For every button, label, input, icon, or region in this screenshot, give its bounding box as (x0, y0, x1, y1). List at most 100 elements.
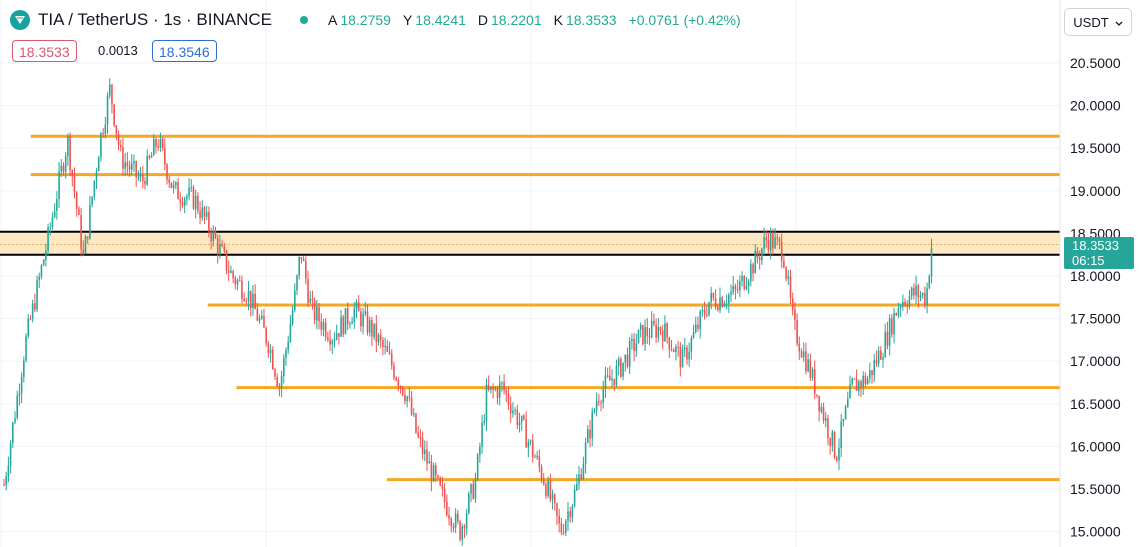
candle-body (523, 415, 525, 420)
y-tick-label: 20.0000 (1070, 98, 1121, 114)
currency-selector[interactable]: USDT (1064, 8, 1132, 36)
candle-body (58, 171, 60, 200)
candle-body (379, 335, 382, 340)
sell-price-button[interactable]: 18.3533 (12, 40, 77, 62)
candle-body (714, 297, 717, 308)
candle-body (688, 351, 690, 360)
candle-body (891, 318, 893, 335)
candle-body (800, 351, 803, 358)
candle-body (743, 276, 746, 289)
candle-body (459, 521, 461, 540)
candle-body (84, 236, 87, 254)
candle-body (862, 375, 865, 388)
candlestick-series (3, 78, 933, 546)
y-tick-label: 16.5000 (1070, 396, 1121, 412)
candle-body (655, 324, 657, 338)
candle-body (344, 308, 347, 335)
candle-body (906, 305, 909, 307)
candle-body (135, 161, 137, 177)
candle-body (710, 292, 712, 302)
candle-body (827, 418, 829, 438)
candle-body (164, 147, 166, 165)
candle-body (23, 360, 25, 377)
candle-body (56, 199, 58, 211)
y-tick-label: 15.5000 (1070, 481, 1121, 497)
candle-body (509, 404, 512, 414)
candle-body (637, 329, 640, 344)
candle-body (183, 198, 186, 206)
candle-body (483, 421, 486, 423)
candle-body (351, 321, 353, 324)
candle-body (386, 345, 389, 352)
candle-body (278, 386, 281, 388)
candle-body (115, 125, 118, 135)
candle-body (736, 289, 739, 291)
candle-body (282, 357, 285, 376)
candle-body (888, 318, 891, 346)
candle-body (45, 250, 47, 261)
candle-body (49, 226, 52, 228)
candle-body (802, 351, 805, 358)
candle-body (507, 393, 510, 405)
candle-body (908, 296, 911, 307)
candle-body (256, 309, 259, 321)
candle-body (584, 442, 587, 464)
bar-countdown: 06:15 (1072, 253, 1105, 268)
candle-body (285, 349, 287, 358)
candle-body (538, 456, 541, 467)
candle-body (701, 309, 704, 312)
candle-body (739, 281, 741, 291)
candle-body (580, 474, 583, 480)
candle-body (122, 147, 124, 169)
candle-body (613, 378, 616, 386)
candle-body (556, 503, 558, 517)
ohlc-value: 18.2759 (340, 12, 391, 28)
candle-body (816, 394, 818, 396)
candle-body (886, 331, 889, 346)
candle-body (390, 353, 393, 366)
candle-body (611, 378, 613, 381)
candle-body (353, 309, 356, 322)
candle-body (897, 307, 900, 316)
candle-body (80, 215, 82, 250)
candle-body (639, 324, 642, 330)
candle-body (141, 174, 144, 181)
candle-body (820, 407, 823, 412)
candle-body (86, 236, 89, 239)
symbol-title[interactable]: TIA / TetherUS · 1s · BINANCE (38, 10, 272, 29)
candle-body (871, 370, 873, 376)
price-axis: 20.500020.000019.500019.000018.500018.00… (1070, 55, 1121, 540)
candle-body (117, 134, 120, 146)
candle-body (573, 490, 576, 506)
candle-body (111, 84, 113, 105)
candle-body (553, 494, 556, 504)
candle-body (833, 431, 836, 458)
candle-body (540, 466, 543, 480)
candle-body (558, 516, 560, 524)
candle-body (514, 409, 516, 411)
candle-body (274, 369, 276, 377)
candle-body (316, 306, 318, 321)
candle-body (631, 338, 633, 341)
candle-body (29, 318, 32, 320)
candle-body (747, 281, 750, 286)
candle-body (126, 162, 129, 166)
candle-body (148, 156, 151, 158)
candle-body (721, 297, 724, 307)
candle-body (452, 526, 455, 528)
candle-body (857, 381, 860, 391)
candle-body (432, 465, 435, 482)
buy-price-button[interactable]: 18.3546 (152, 40, 217, 62)
candle-body (64, 156, 67, 172)
candle-body (382, 339, 384, 347)
candle-body (880, 350, 882, 360)
candle-body (305, 260, 307, 279)
candle-body (258, 318, 261, 321)
candle-body (192, 187, 195, 209)
ohlc-label: A (327, 12, 338, 28)
zone-fill (0, 231, 1060, 255)
candle-body (785, 267, 787, 279)
candle-body (62, 165, 65, 172)
candle-body (20, 376, 23, 394)
